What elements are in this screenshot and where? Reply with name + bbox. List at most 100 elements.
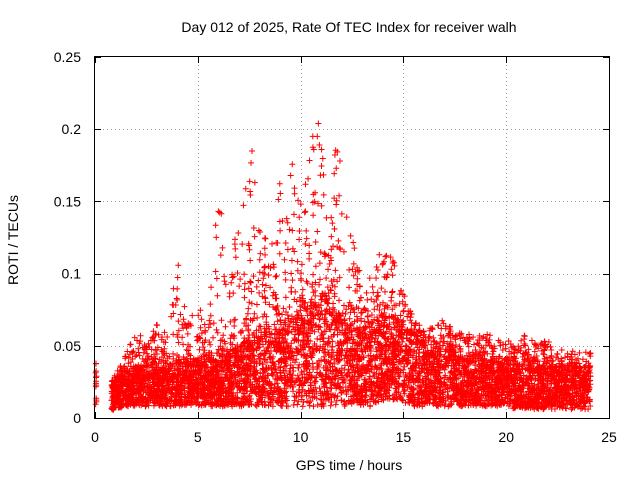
- data-point: [254, 314, 261, 321]
- data-point: [271, 321, 278, 328]
- data-point: [586, 350, 593, 357]
- data-point: [495, 359, 502, 366]
- data-point: [380, 313, 387, 320]
- data-point: [336, 245, 343, 252]
- data-point: [231, 317, 238, 324]
- data-point: [255, 353, 262, 360]
- data-point: [401, 387, 408, 394]
- data-point: [219, 403, 226, 410]
- data-point: [170, 310, 177, 317]
- data-point: [257, 370, 264, 377]
- data-point: [260, 275, 267, 282]
- data-point: [202, 401, 209, 408]
- data-point: [143, 361, 150, 368]
- data-point: [359, 309, 366, 316]
- data-point: [255, 277, 262, 284]
- data-point: [553, 354, 560, 361]
- data-point: [389, 258, 396, 265]
- data-point: [388, 331, 395, 338]
- data-point: [306, 255, 313, 262]
- data-point: [214, 371, 221, 378]
- data-point: [290, 352, 297, 359]
- data-point: [284, 312, 291, 319]
- data-point: [216, 352, 223, 359]
- data-point: [328, 399, 335, 406]
- data-point: [125, 360, 132, 367]
- data-point: [549, 358, 556, 365]
- data-point: [316, 276, 323, 283]
- data-point: [287, 172, 294, 179]
- data-point: [393, 354, 400, 361]
- data-point: [187, 321, 194, 328]
- data-point: [158, 358, 165, 365]
- data-point: [248, 300, 255, 307]
- data-point: [310, 191, 317, 198]
- data-point: [292, 288, 299, 295]
- data-point: [198, 316, 205, 323]
- data-point: [255, 227, 262, 234]
- data-point: [433, 402, 440, 409]
- data-point: [273, 304, 280, 311]
- data-point: [358, 372, 365, 379]
- data-point: [521, 340, 528, 347]
- data-point: [505, 338, 512, 345]
- data-point: [576, 349, 583, 356]
- data-point: [357, 294, 364, 301]
- data-point: [144, 350, 151, 357]
- data-point: [454, 385, 461, 392]
- data-point: [399, 298, 406, 305]
- data-point: [375, 327, 382, 334]
- data-point: [354, 275, 361, 282]
- data-point: [275, 196, 282, 203]
- data-point: [294, 258, 301, 265]
- data-point: [404, 384, 411, 391]
- data-point: [399, 324, 406, 331]
- data-point: [212, 222, 219, 229]
- data-point: [261, 311, 268, 318]
- data-point: [261, 235, 268, 242]
- data-point: [465, 343, 472, 350]
- data-point: [347, 322, 354, 329]
- data-point: [447, 328, 454, 335]
- data-point: [456, 343, 463, 350]
- data-point: [283, 339, 290, 346]
- data-point: [394, 365, 401, 372]
- data-point: [407, 308, 414, 315]
- data-point: [397, 312, 404, 319]
- data-point: [256, 256, 263, 263]
- data-point: [457, 347, 464, 354]
- data-point: [160, 357, 167, 364]
- data-point: [296, 214, 303, 221]
- data-point: [436, 357, 443, 364]
- data-point: [282, 269, 289, 276]
- data-point: [456, 330, 463, 337]
- data-point: [246, 178, 253, 185]
- data-point: [248, 288, 255, 295]
- data-point: [476, 348, 483, 355]
- data-point: [401, 363, 408, 370]
- data-point: [279, 217, 286, 224]
- data-point: [231, 323, 238, 330]
- data-point: [253, 360, 260, 367]
- data-point: [273, 272, 280, 279]
- data-point: [241, 280, 248, 287]
- data-point: [428, 347, 435, 354]
- data-point: [348, 305, 355, 312]
- data-point: [267, 264, 274, 271]
- data-point: [282, 294, 289, 301]
- data-point: [325, 252, 332, 259]
- data-point: [346, 299, 353, 306]
- data-point: [478, 344, 485, 351]
- data-point: [153, 330, 160, 337]
- data-point: [338, 210, 345, 217]
- data-point: [213, 362, 220, 369]
- data-point: [444, 332, 451, 339]
- data-point: [547, 386, 554, 393]
- data-point: [227, 318, 234, 325]
- data-point: [323, 275, 330, 282]
- data-point: [313, 307, 320, 314]
- data-point: [372, 363, 379, 370]
- data-point: [289, 245, 296, 252]
- data-point: [295, 197, 302, 204]
- data-point: [308, 296, 315, 303]
